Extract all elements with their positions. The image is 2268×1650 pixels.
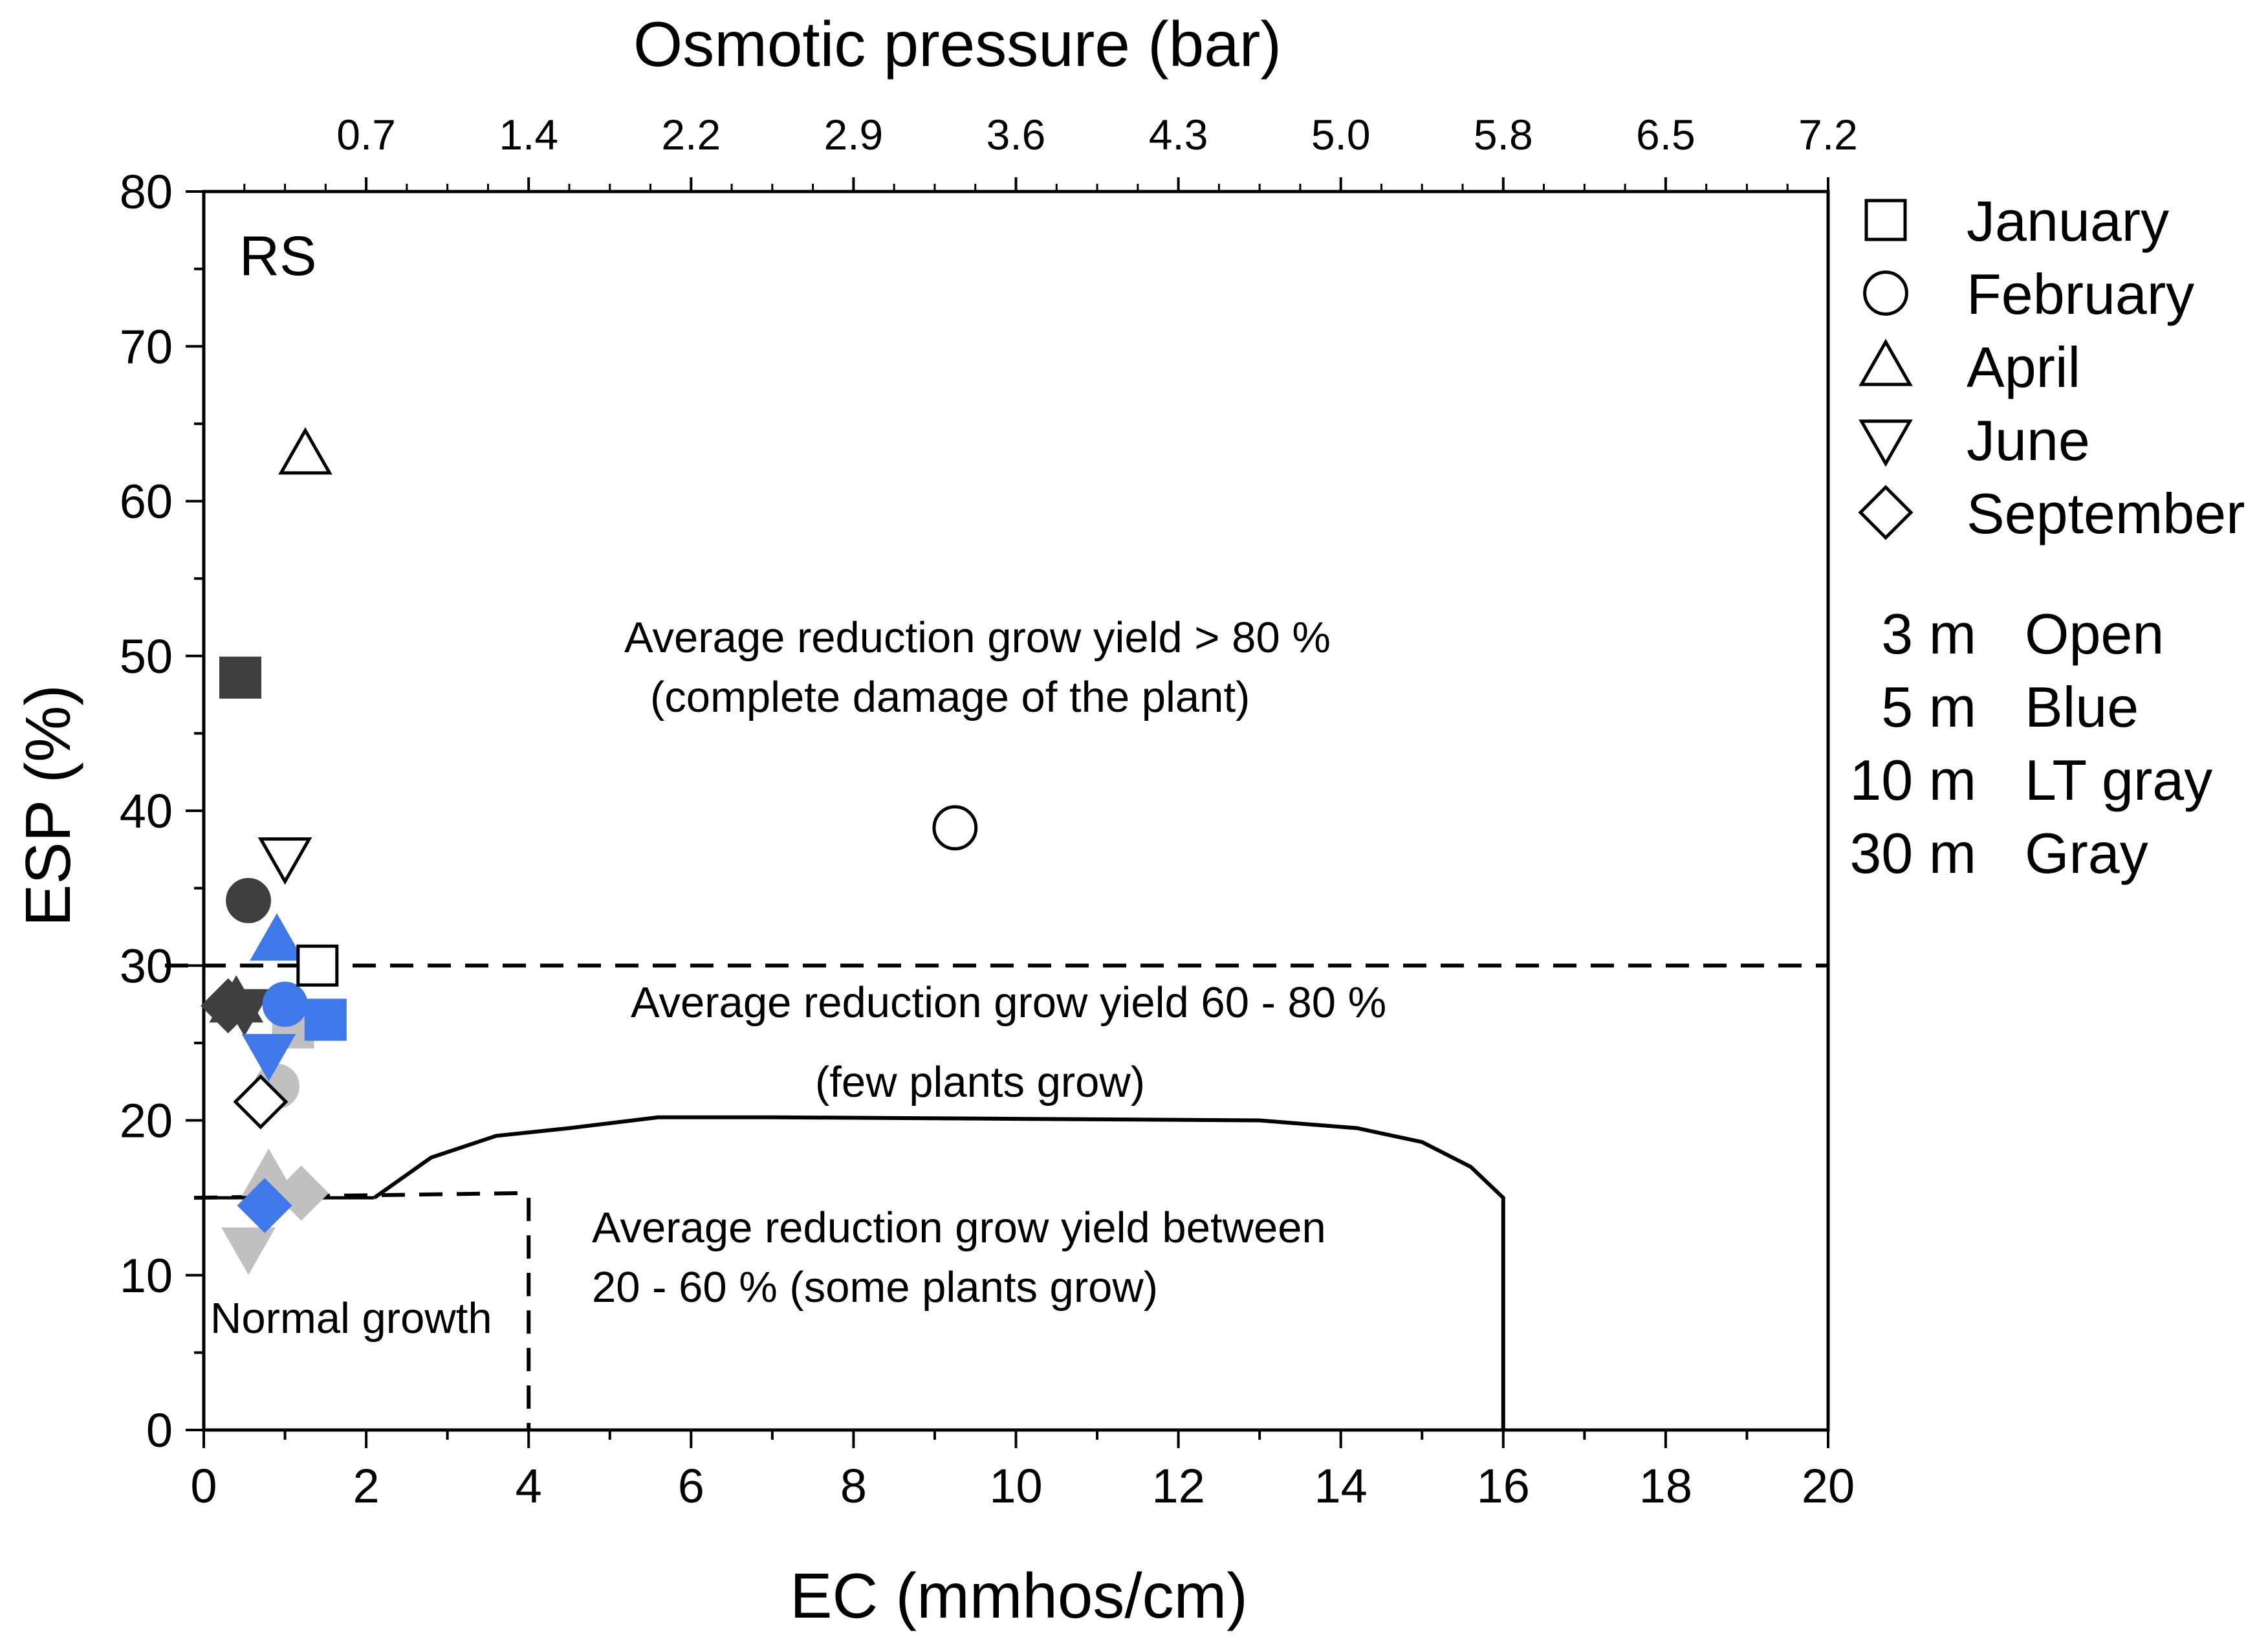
top-tick-label: 5.8 xyxy=(1474,111,1533,159)
y-tick-label: 20 xyxy=(120,1094,173,1148)
top-tick-label: 6.5 xyxy=(1636,111,1696,159)
legend: January February April June September 3 m Open… xyxy=(1849,189,2245,885)
legend-depth-5m: 5 m xyxy=(1881,675,1976,739)
legend-january-marker xyxy=(1864,199,1907,241)
panel-label: RS xyxy=(239,225,316,287)
x-tick-label: 2 xyxy=(353,1459,380,1513)
annotation-moderate-line2: 20 - 60 % (some plants grow) xyxy=(592,1263,1158,1312)
top-tick-label: 0.7 xyxy=(336,111,396,159)
annotations: Average reduction grow yield > 80 % (com… xyxy=(210,613,1386,1343)
y-tick-label: 30 xyxy=(120,939,173,993)
top-tick-label: 4.3 xyxy=(1149,111,1208,159)
y-tick-label: 10 xyxy=(120,1249,173,1303)
annotation-severe-line1: Average reduction grow yield > 80 % xyxy=(624,613,1331,662)
point-january-5m xyxy=(304,998,347,1041)
top-tick-label: 3.6 xyxy=(987,111,1046,159)
legend-january-label: January xyxy=(1967,189,2169,253)
legend-depth-30m: 30 m xyxy=(1849,821,1976,885)
x-tick-label: 10 xyxy=(989,1459,1042,1513)
top-tick-label: 2.9 xyxy=(824,111,884,159)
y-tick-label: 80 xyxy=(120,165,173,219)
point-september-5m xyxy=(237,1178,292,1233)
legend-color-lt-gray: LT gray xyxy=(2025,748,2212,812)
legend-june-marker xyxy=(1859,419,1913,467)
point-february-5m xyxy=(262,982,308,1027)
legend-color-gray: Gray xyxy=(2025,821,2148,885)
legend-depth-10m: 10 m xyxy=(1849,748,1976,812)
top-tick-label: 7.2 xyxy=(1798,111,1858,159)
point-february-3m xyxy=(932,805,978,851)
point-april-3m xyxy=(278,427,333,475)
legend-color-blue: Blue xyxy=(2025,675,2139,739)
legend-depth-3m: 3 m xyxy=(1881,602,1976,666)
annotation-high-line2: (few plants grow) xyxy=(815,1058,1145,1106)
legend-february-marker xyxy=(1863,270,1908,316)
x-tick-label: 6 xyxy=(678,1459,704,1513)
point-september-3m xyxy=(233,1074,289,1130)
top-axis-title: Osmotic pressure (bar) xyxy=(633,8,1281,80)
y-tick-label: 50 xyxy=(120,630,173,683)
y-tick-label: 70 xyxy=(120,320,173,373)
point-february-30m xyxy=(226,877,271,923)
annotation-normal-growth: Normal growth xyxy=(210,1294,492,1343)
x-tick-label: 14 xyxy=(1314,1459,1368,1513)
yield-boundary-curve xyxy=(373,1115,1505,1430)
point-june-10m xyxy=(221,1227,276,1275)
legend-february-label: February xyxy=(1967,262,2194,326)
legend-april-label: April xyxy=(1967,335,2080,399)
legend-june-label: June xyxy=(1967,408,2090,472)
point-april-5m xyxy=(250,913,304,961)
annotation-high-line1: Average reduction grow yield 60 - 80 % xyxy=(631,978,1386,1027)
x-tick-label: 20 xyxy=(1802,1459,1855,1513)
x-tick-label: 4 xyxy=(516,1459,542,1513)
point-june-3m xyxy=(257,837,312,885)
legend-september-label: September xyxy=(1967,481,2245,545)
annotation-severe-line2: (complete damage of the plant) xyxy=(650,673,1250,721)
plot-area: 0 2 4 6 8 10 12 14 16 18 20 0 10 20 30 40 50 60 70 80 0.7 1.4… xyxy=(120,111,1858,1513)
legend-color-open: Open xyxy=(2025,602,2164,666)
x-tick-label: 16 xyxy=(1477,1459,1530,1513)
point-january-3m xyxy=(296,944,339,987)
top-tick-label: 5.0 xyxy=(1311,111,1371,159)
legend-april-marker xyxy=(1859,338,1913,386)
y-tick-label: 40 xyxy=(120,784,173,838)
y-axis-title: ESP (%) xyxy=(12,685,83,927)
point-september-30m xyxy=(201,978,256,1033)
y-tick-label: 60 xyxy=(120,475,173,529)
x-tick-label: 0 xyxy=(190,1459,217,1513)
top-tick-label: 2.2 xyxy=(661,111,721,159)
x-axis-title: EC (mmhos/cm) xyxy=(790,1560,1248,1631)
x-tick-label: 18 xyxy=(1639,1459,1692,1513)
point-june-5m xyxy=(241,1033,296,1082)
point-january-30m xyxy=(219,656,261,699)
legend-september-marker xyxy=(1858,485,1914,540)
x-tick-label: 8 xyxy=(840,1459,867,1513)
annotation-moderate-line1: Average reduction grow yield between xyxy=(592,1204,1326,1252)
x-tick-label: 12 xyxy=(1151,1459,1205,1513)
top-tick-label: 1.4 xyxy=(499,111,558,159)
y-tick-label: 0 xyxy=(146,1403,173,1457)
